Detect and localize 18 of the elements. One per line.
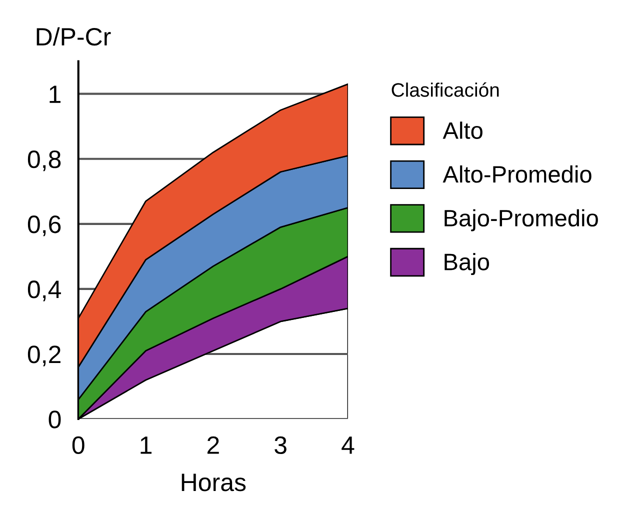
y-tick-label: 0 (48, 410, 61, 428)
legend-label: Alto (442, 122, 482, 139)
x-tick-label: 3 (274, 436, 286, 454)
y-tick-label: 1 (50, 86, 60, 103)
x-tick-label: 2 (207, 436, 219, 454)
x-tick-label: 0 (72, 436, 84, 454)
legend-label: Alto-Promedio (442, 165, 592, 183)
legend-label: Bajo-Promedio (444, 209, 598, 232)
y-tick-label: 0,2 (28, 346, 60, 366)
legend-label: Bajo (444, 252, 490, 276)
x-tick-label: 1 (140, 436, 152, 454)
y-tick-label: 0,8 (28, 150, 61, 172)
y-tick-label: 0,6 (28, 216, 61, 236)
x-tick-label: 4 (342, 436, 354, 454)
y-tick-label: 0,4 (28, 280, 61, 302)
x-axis-title: Horas (182, 474, 246, 492)
y-axis-title: D/P-Cr (36, 27, 111, 46)
legend-title: Clasificación (392, 82, 499, 97)
